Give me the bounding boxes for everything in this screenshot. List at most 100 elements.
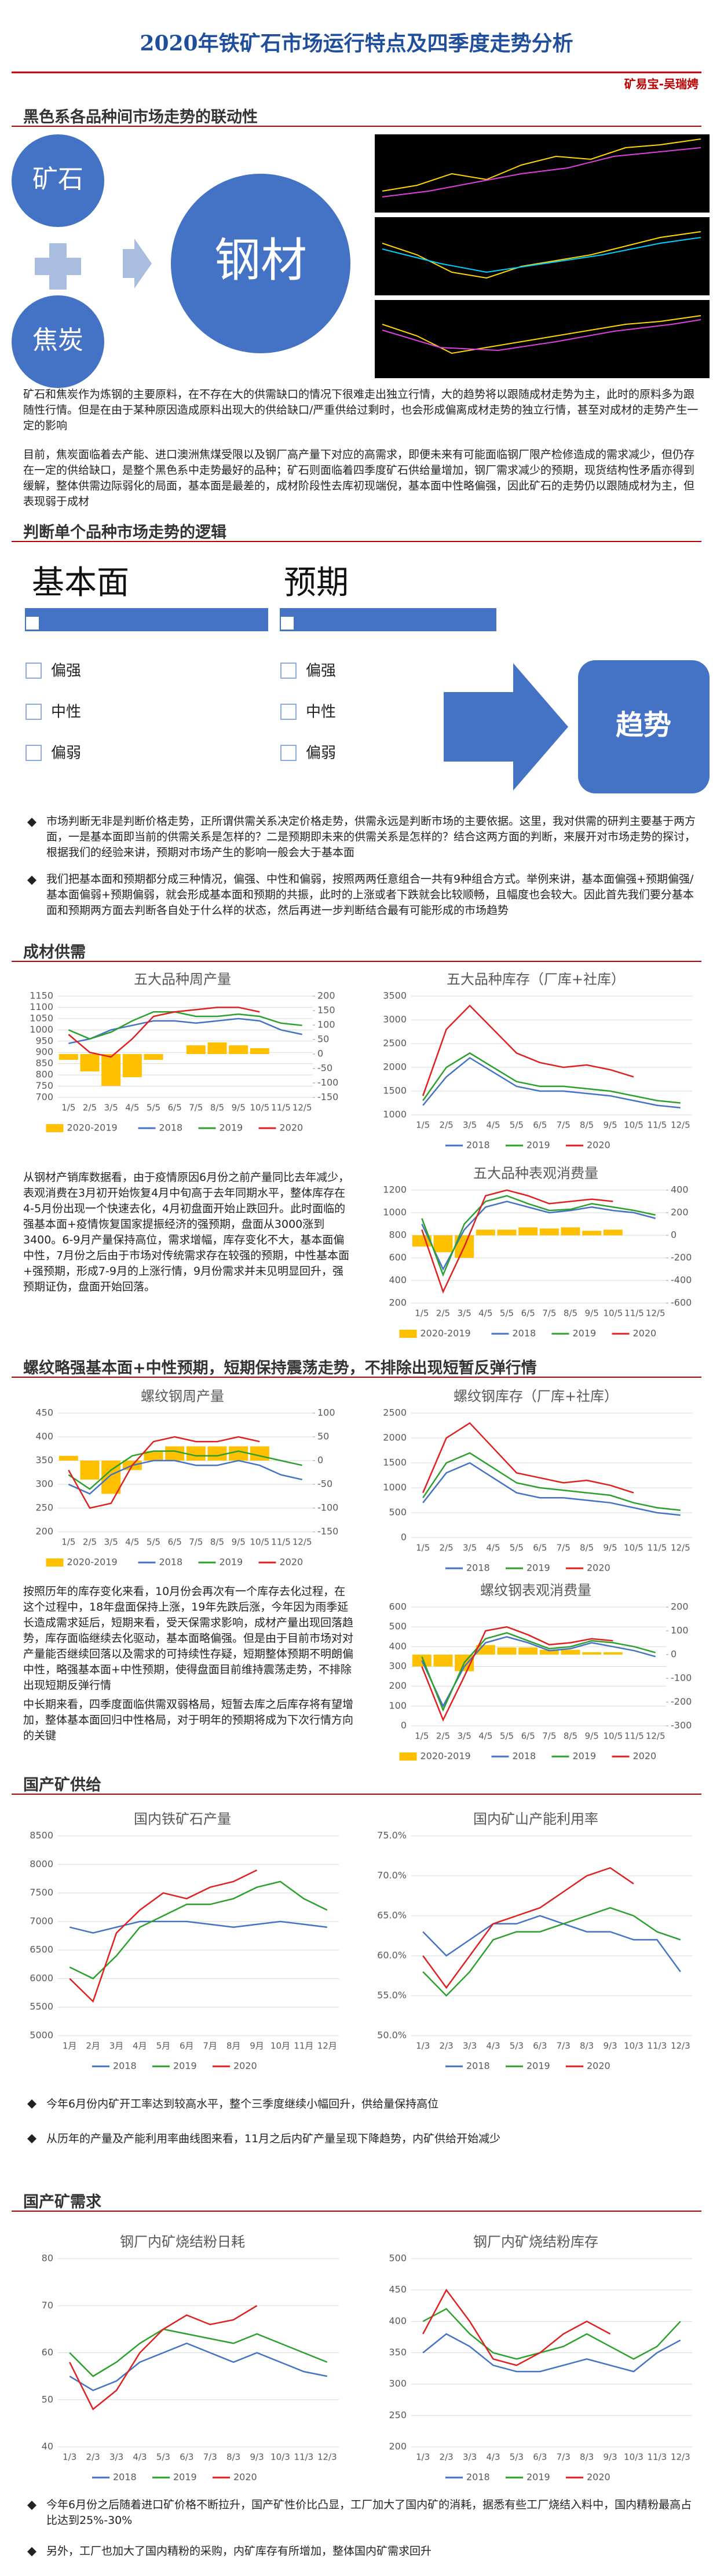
legend-label: 2019: [526, 1140, 550, 1151]
y-tick-label: 900: [35, 1046, 53, 1058]
x-tick-label: 6/5: [168, 1537, 182, 1547]
bar: [165, 1446, 185, 1461]
x-tick-label: 12/3: [671, 2041, 690, 2051]
legend-label: 2018: [113, 2472, 137, 2483]
x-tick-label: 2/3: [86, 2452, 100, 2462]
x-tick-label: 12/3: [671, 2452, 690, 2462]
legend-label: 2019: [526, 2061, 550, 2072]
option: 偏强: [51, 663, 81, 680]
line: [68, 1459, 302, 1495]
chart-title: 钢厂内矿烧结粉日耗: [120, 2234, 245, 2250]
bar: [80, 1054, 100, 1071]
x-tick-label: 6/3: [180, 2452, 193, 2462]
y-tick-label: 450: [35, 1407, 53, 1418]
x-tick-label: 10/5: [250, 1537, 269, 1547]
x-tick-label: 9/3: [250, 2452, 264, 2462]
legend-label: 2019: [220, 1122, 243, 1133]
y-tick-label: 3500: [383, 990, 407, 1001]
x-tick-label: 7/3: [557, 2041, 571, 2051]
x-tick-label: 6/5: [168, 1103, 182, 1113]
x-tick-label: 8/5: [580, 1543, 594, 1553]
y-tick-label: 250: [389, 2409, 407, 2420]
x-tick-label: 8/5: [210, 1103, 224, 1113]
y-tick-label: 2000: [383, 1062, 407, 1073]
x-tick-label: 9/3: [603, 2041, 617, 2051]
line: [421, 1632, 656, 1712]
x-tick-label: 11/3: [648, 2452, 667, 2462]
x-tick-label: 11/5: [648, 1543, 667, 1553]
bar: [80, 1461, 100, 1480]
chart-title: 螺纹钢表观消费量: [480, 1582, 591, 1598]
note: 按照历年的库存变化来看，10月份会再次有一个库存去化过程，在这个过程中，18年盘…: [23, 1585, 354, 1692]
section-title: 黑色系各品种间市场走势的联动性: [23, 108, 258, 126]
x-tick-label: 2/3: [440, 2041, 454, 2051]
x-tick-label: 7/5: [189, 1537, 203, 1547]
section-title: 判断单个品种市场走势的逻辑: [23, 524, 226, 541]
author: 矿易宝-吴瑞娉: [624, 77, 699, 91]
x-tick-label: 7/5: [557, 1120, 571, 1130]
x-tick-label: 2/5: [436, 1731, 450, 1741]
y2-tick-label: -50: [317, 1479, 332, 1490]
y-tick-label: 750: [35, 1080, 53, 1091]
x-tick-label: 1/5: [415, 1308, 429, 1319]
y-tick-label: 7500: [30, 1887, 53, 1898]
y-tick-label: 6000: [30, 1973, 53, 1984]
legend-label: 2020: [587, 2061, 610, 2072]
paragraph: 目前，焦炭面临着去产能、进口澳洲焦煤受限以及钢厂高产量下对应的高需求，即便未来有…: [23, 448, 695, 508]
legend-label: 2020: [233, 2061, 257, 2072]
y2-tick-label: -150: [317, 1092, 338, 1103]
legend-label: 2018: [513, 1751, 536, 1762]
legend-label: 2018: [466, 1563, 490, 1574]
x-tick-label: 6/5: [533, 1543, 547, 1553]
y2-tick-label: -100: [317, 1502, 338, 1513]
section-title: 成材供需: [23, 943, 86, 961]
checkbox: [26, 617, 39, 630]
x-tick-label: 9/5: [603, 1543, 617, 1553]
y-tick-label: 950: [35, 1035, 53, 1046]
y-tick-label: 1100: [30, 1001, 53, 1012]
note: 中长期来看，四季度面临供需双弱格局，短暂去库之后库存将有望增加，整体基本面回归中…: [23, 1698, 354, 1742]
legend-swatch: [399, 1330, 417, 1338]
y2-tick-label: 50: [317, 1034, 329, 1045]
trend-label: 趋势: [616, 709, 671, 741]
legend-label: 2019: [526, 1563, 550, 1574]
line: [422, 1915, 681, 1973]
x-tick-label: 6/3: [533, 2452, 547, 2462]
chart-title: 国内矿山产能利用率: [473, 1811, 598, 1827]
y-tick-label: 250: [35, 1502, 53, 1513]
y-tick-label: 3000: [383, 1014, 407, 1025]
line: [421, 1635, 656, 1708]
legend-label: 2018: [466, 2472, 490, 2483]
y2-tick-label: 0: [671, 1230, 677, 1241]
x-tick-label: 5/5: [500, 1308, 514, 1319]
y-tick-label: 600: [389, 1252, 407, 1263]
x-tick-label: 4/5: [125, 1103, 139, 1113]
x-tick-label: 11/5: [271, 1537, 291, 1547]
x-tick-label: 11/3: [294, 2452, 314, 2462]
chart-title: 五大品种表观消费量: [473, 1165, 598, 1181]
y2-tick-label: 100: [317, 1407, 335, 1418]
node-circle: [12, 134, 104, 227]
x-tick-label: 10/3: [270, 2452, 290, 2462]
arrow: [123, 239, 152, 288]
column-bar: [280, 608, 496, 631]
y-tick-label: 200: [389, 1297, 407, 1308]
line: [69, 2328, 328, 2377]
x-tick-label: 7月: [203, 2041, 217, 2051]
x-tick-label: 4/5: [478, 1731, 492, 1741]
bar: [101, 1054, 121, 1086]
y2-tick-label: -50: [317, 1063, 332, 1074]
bullet: 从历年的产量及产能利用率曲线图来看，11月之后内矿产量呈现下降趋势，内矿供给开始…: [46, 2132, 501, 2145]
column-heading: 预期: [284, 564, 349, 602]
bar: [603, 1230, 623, 1235]
line: [421, 1626, 613, 1722]
x-tick-label: 1月: [63, 2041, 77, 2051]
bar: [539, 1649, 559, 1655]
bar: [186, 1446, 206, 1461]
x-tick-label: 8/5: [210, 1537, 224, 1547]
x-tick-label: 5/3: [156, 2452, 170, 2462]
line: [69, 1880, 328, 1979]
x-tick-label: 1/5: [61, 1537, 75, 1547]
section-title: 国产矿供给: [23, 1776, 101, 1794]
legend-label: 2018: [113, 2061, 137, 2072]
